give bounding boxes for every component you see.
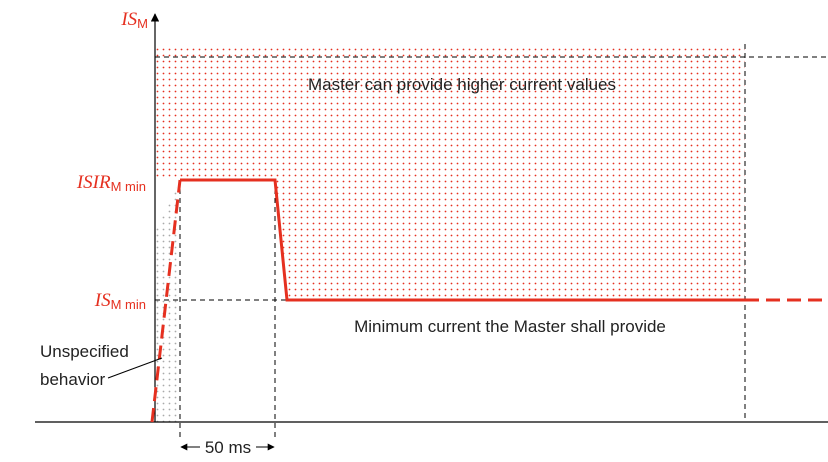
current-curve [180, 178, 745, 302]
is-m-label: ISM [120, 9, 148, 31]
minimum-annotation: Minimum current the Master shall provide [354, 317, 666, 336]
label-sub: M min [111, 179, 146, 194]
is-min-label: ISM min [94, 290, 146, 312]
label-main: ISIR [76, 172, 111, 193]
label-sub: M min [111, 297, 146, 312]
label-sub: M [137, 16, 148, 31]
upper-annotation: Master can provide higher current values [308, 75, 616, 94]
label-main: IS [120, 9, 137, 30]
unspecified-annotation: behavior [40, 370, 106, 389]
duration-bg [200, 437, 256, 457]
duration-label: 50 ms [205, 438, 251, 457]
label-main: IS [94, 290, 111, 311]
pointer-line [107, 357, 163, 379]
unspecified-fill [156, 180, 180, 422]
isir-label: ISIRM min [76, 172, 146, 194]
upper-region-fill [156, 46, 745, 422]
unspecified-annotation: Unspecified [40, 342, 129, 361]
